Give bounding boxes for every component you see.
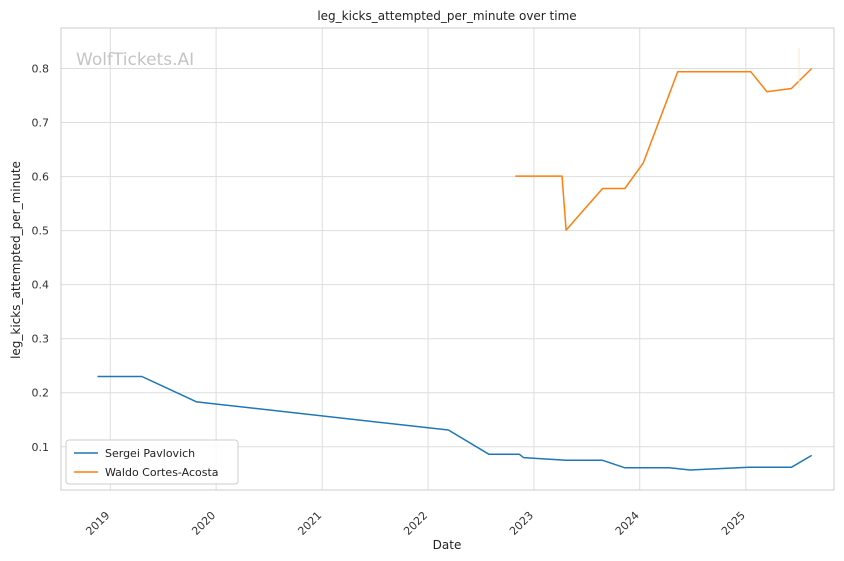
y-tick-label: 0.7 [32,117,50,130]
series-line-0 [97,375,813,471]
x-tick-label: 2019 [83,509,112,538]
x-tick-label: 2021 [295,509,324,538]
chart-title: leg_kicks_attempted_per_minute over time [317,9,576,23]
legend: Sergei Pavlovich Waldo Cortes-Acosta [65,439,239,485]
x-axis-ticks: 2019 2020 2021 2022 2023 2024 2025 [83,509,748,538]
y-axis-ticks: 0.1 0.2 0.3 0.4 0.5 0.6 0.7 0.8 [32,63,50,454]
y-tick-label: 0.8 [32,63,50,76]
x-tick-label: 2023 [507,509,536,538]
y-tick-label: 0.2 [32,387,50,400]
legend-label-sergei-pavlovich: Sergei Pavlovich [105,447,195,460]
x-tick-label: 2020 [189,509,218,538]
series-line-1 [515,67,813,231]
watermark-logo: WolfTickets.AI [76,50,194,70]
y-axis-title: leg_kicks_attempted_per_minute [9,161,23,359]
legend-label-waldo-cortes-acosta: Waldo Cortes-Acosta [105,466,219,479]
y-tick-label: 0.5 [32,225,50,238]
x-tick-label: 2024 [613,509,642,538]
x-tick-label: 2022 [401,509,430,538]
y-tick-label: 0.1 [32,441,50,454]
plot-frame [60,27,835,491]
series-lines [97,67,813,471]
x-axis-title: Date [433,538,462,552]
grid-lines [61,28,834,490]
legend-box [65,439,239,485]
x-tick-label: 2025 [719,509,748,538]
y-tick-label: 0.6 [32,171,50,184]
y-tick-label: 0.4 [32,279,50,292]
y-tick-label: 0.3 [32,333,50,346]
